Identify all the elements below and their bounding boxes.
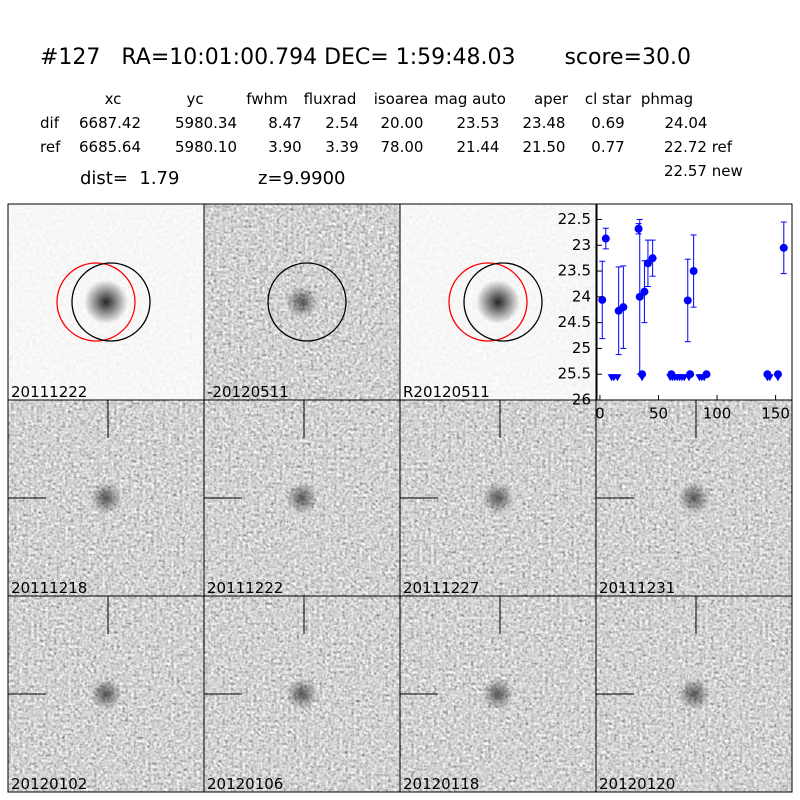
- y-tick-label: 22.5: [558, 210, 591, 228]
- cell: 23.48: [523, 114, 566, 132]
- cell: 5980.10: [175, 138, 237, 156]
- column-header: mag auto: [434, 90, 506, 108]
- cell: 6685.64: [79, 138, 141, 156]
- cell: 3.90: [268, 138, 301, 156]
- ref-circle: [56, 262, 136, 342]
- cell: 3.39: [325, 138, 358, 156]
- y-tick-label: 24: [572, 287, 591, 305]
- upper-limit: [773, 374, 782, 382]
- source: [476, 280, 520, 324]
- redshift: z=9.9900: [258, 168, 346, 189]
- source: [90, 678, 122, 710]
- stamp-label: 20111227: [403, 579, 479, 597]
- point: [619, 303, 628, 312]
- stamps: 20111222 -20120511 R20120511 20111218 201112…: [7, 203, 793, 793]
- source: [286, 678, 318, 710]
- point: [635, 292, 644, 301]
- point: [689, 267, 698, 276]
- point: [779, 243, 788, 252]
- x-tick-label: 150: [761, 405, 790, 423]
- ref-mag: 22.72 ref: [664, 138, 733, 156]
- stamp-label: 20120120: [599, 775, 675, 793]
- stamp-label: 20111222: [11, 383, 87, 401]
- upper-limit: [765, 374, 774, 382]
- point: [643, 259, 652, 268]
- stamp-label: R20120511: [403, 383, 490, 401]
- cell: 8.47: [268, 114, 301, 132]
- cell: 0.77: [591, 138, 624, 156]
- source: [678, 678, 710, 710]
- source: [482, 482, 514, 514]
- y-tick-label: 23.5: [558, 262, 591, 280]
- source: [678, 482, 710, 514]
- column-header: fluxrad: [304, 90, 357, 108]
- source: [482, 678, 514, 710]
- cell: 0.69: [591, 114, 624, 132]
- row-label: dif: [40, 114, 60, 132]
- source: [84, 280, 128, 324]
- stamp-label: 20111222: [207, 579, 283, 597]
- stamp-label: 20111218: [11, 579, 87, 597]
- cell: 23.53: [457, 114, 500, 132]
- upper-limit: [684, 374, 693, 382]
- column-header: xc: [105, 90, 122, 108]
- new-mag: 22.57 new: [664, 162, 743, 180]
- point: [640, 287, 649, 296]
- column-header: isoarea: [374, 90, 429, 108]
- y-tick-label: 23: [572, 236, 591, 254]
- x-tick-label: 50: [649, 405, 668, 423]
- cell: 5980.34: [175, 114, 237, 132]
- point: [598, 295, 607, 304]
- y-tick-label: 25.5: [558, 365, 591, 383]
- cell: 21.50: [523, 138, 566, 156]
- column-header: phmag: [641, 90, 693, 108]
- row-label: ref: [40, 138, 61, 156]
- x-tick-label: 0: [595, 405, 605, 423]
- stamp-frame: [595, 595, 793, 793]
- title: #127 RA=10:01:00.794 DEC= 1:59:48.03 sco…: [40, 45, 691, 70]
- cell: 78.00: [381, 138, 424, 156]
- stamp-label: 20120118: [403, 775, 479, 793]
- column-header: aper: [534, 90, 569, 108]
- source: [90, 482, 122, 514]
- stamp-label: 20120102: [11, 775, 87, 793]
- stamp-label: -20120511: [207, 383, 289, 401]
- column-header: fwhm: [246, 90, 287, 108]
- upper-limit: [700, 374, 709, 382]
- aperture: [71, 262, 151, 342]
- dist: dist= 1.79: [80, 168, 179, 189]
- column-header: cl star: [585, 90, 632, 108]
- aperture: [267, 262, 347, 342]
- aperture: [463, 262, 543, 342]
- cell: 24.04: [665, 114, 708, 132]
- cell: 2.54: [325, 114, 358, 132]
- y-tick-label: 26: [572, 391, 591, 409]
- stamp-label: 20120106: [207, 775, 283, 793]
- ref-circle: [448, 262, 528, 342]
- light-curve: 22.5 23 23.5 24 24.5 25 25.5 260 50 100 150: [558, 203, 793, 423]
- plot-frame: [596, 203, 793, 401]
- cell: 21.44: [457, 138, 500, 156]
- plot-area: [597, 204, 792, 400]
- cell: 6687.42: [79, 114, 141, 132]
- plot: [598, 218, 788, 382]
- point: [683, 296, 692, 305]
- stamp-label: 20111231: [599, 579, 675, 597]
- point: [634, 224, 643, 233]
- point: [601, 234, 610, 243]
- upper-limit: [638, 374, 647, 382]
- y-tick-label: 25: [572, 339, 591, 357]
- source: [286, 482, 318, 514]
- upper-limit: [613, 374, 622, 382]
- x-tick-label: 100: [703, 405, 732, 423]
- y-tick-label: 24.5: [558, 313, 591, 331]
- point: [648, 254, 657, 263]
- source: [286, 286, 318, 318]
- column-header: yc: [186, 90, 203, 108]
- cell: 20.00: [381, 114, 424, 132]
